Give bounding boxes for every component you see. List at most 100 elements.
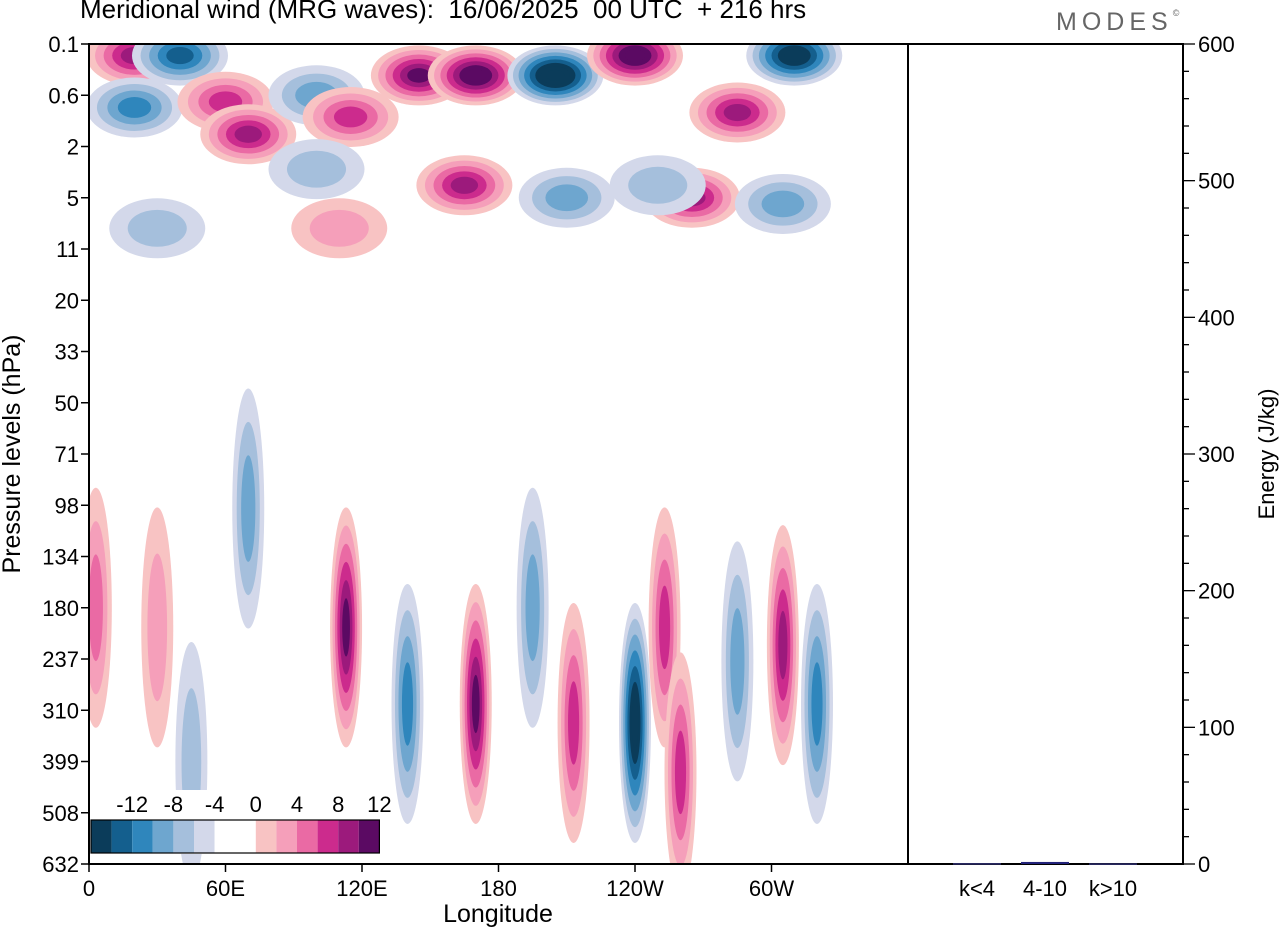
wind-contour — [286, 150, 347, 188]
negative-wind-cell — [516, 487, 549, 728]
colorbar-swatch — [297, 820, 318, 853]
negative-wind-cell — [619, 602, 651, 843]
pressure-tick-label: 71 — [55, 442, 79, 467]
longitude-axis: 0 60E 120E 180 120W 60W — [83, 864, 794, 901]
energy-category-label: k>10 — [1089, 876, 1137, 901]
energy-tick-label: 100 — [1198, 715, 1235, 740]
wind-contour — [525, 554, 540, 662]
wind-contour — [166, 47, 194, 65]
negative-wind-cell — [232, 388, 265, 629]
longitude-tick-label: 180 — [480, 876, 517, 901]
positive-wind-cell — [141, 507, 174, 748]
pressure-tick-label: 134 — [42, 545, 79, 570]
longitude-tick-label: 120E — [336, 876, 387, 901]
energy-axis-label: Energy (J/kg) — [1254, 389, 1279, 520]
energy-bar — [953, 863, 1001, 865]
pressure-tick-label: 632 — [42, 852, 79, 877]
positive-wind-cell — [459, 583, 492, 824]
negative-wind-cell — [507, 45, 604, 106]
wind-contour — [631, 697, 639, 749]
wind-contour — [450, 176, 479, 194]
energy-tick-label: 500 — [1198, 169, 1235, 194]
wind-contour — [546, 69, 565, 82]
colorbar-swatch — [214, 820, 236, 853]
wind-contour — [674, 730, 687, 815]
longitude-tick-label: 0 — [83, 876, 95, 901]
wind-contour — [784, 49, 805, 62]
colorbar-swatch — [152, 820, 174, 853]
wind-contour — [730, 608, 745, 715]
pressure-tick-label: 2 — [67, 135, 79, 160]
negative-wind-cell — [734, 173, 831, 234]
positive-wind-cell — [200, 104, 297, 165]
wind-contour — [147, 553, 168, 702]
energy-bar — [1089, 863, 1137, 865]
wind-contour — [465, 69, 486, 82]
colorbar-swatch — [255, 820, 277, 853]
copyright-mark: © — [1172, 8, 1180, 18]
energy-tick-label: 0 — [1198, 852, 1210, 877]
colorbar-swatch — [91, 820, 112, 853]
wind-contour — [778, 610, 788, 680]
wind-contour — [89, 554, 103, 662]
wind-contour — [568, 681, 580, 765]
energy-categories: k<4 4-10 k>10 — [959, 876, 1137, 901]
positive-wind-cell — [427, 45, 524, 106]
colorbar-swatch — [276, 820, 297, 853]
colorbar-swatch — [132, 820, 153, 853]
wind-contour — [659, 585, 671, 670]
modes-logo: MODES© — [1056, 8, 1179, 37]
energy-tick-label: 600 — [1198, 32, 1235, 57]
positive-wind-cell — [766, 525, 799, 766]
logo-text: MODES — [1056, 8, 1173, 36]
longitude-tick-label: 60W — [749, 876, 794, 901]
negative-wind-cell — [518, 167, 615, 228]
pressure-tick-label: 33 — [55, 340, 79, 365]
pressure-tick-label: 0.6 — [48, 83, 79, 108]
pressure-tick-label: 237 — [42, 647, 79, 672]
colorbar: -12 -8 -4 0 4 8 12 — [90, 790, 392, 854]
wind-contour — [117, 97, 152, 118]
pressure-tick-label: 180 — [42, 596, 79, 621]
positive-wind-cell — [416, 155, 513, 216]
pressure-tick-label: 310 — [42, 698, 79, 723]
colorbar-label: 8 — [332, 792, 344, 817]
wind-contour — [401, 662, 414, 746]
wind-contour — [342, 598, 350, 657]
wind-contour — [234, 125, 262, 143]
chart-title: Meridional wind (MRG waves): 16/06/2025 … — [80, 0, 807, 24]
energy-bar — [1021, 861, 1069, 864]
pressure-tick-label: 20 — [55, 288, 79, 313]
wind-contour — [624, 49, 646, 62]
wind-contour — [811, 662, 823, 746]
colorbar-swatch — [173, 820, 194, 853]
y-axis-label: Pressure levels (hPa) — [0, 335, 26, 574]
positive-wind-cell — [302, 86, 399, 147]
wind-contour — [127, 209, 187, 247]
colorbar-swatch — [338, 820, 359, 853]
colorbar-label: -12 — [116, 792, 148, 817]
negative-wind-cell — [746, 44, 843, 86]
positive-wind-cell — [291, 198, 388, 259]
energy-axis: 0 100 200 300 400 500 600 — [1183, 32, 1235, 877]
longitude-tick-label: 120W — [606, 876, 664, 901]
pressure-tick-label: 399 — [42, 750, 79, 775]
negative-wind-cell — [721, 541, 754, 782]
wind-contour — [333, 106, 368, 128]
positive-wind-cell — [689, 82, 786, 143]
colorbar-swatch — [111, 820, 133, 853]
wind-contour — [241, 455, 256, 562]
energy-tick-label: 400 — [1198, 305, 1235, 330]
pressure-tick-label: 5 — [67, 186, 79, 211]
pressure-tick-label: 98 — [55, 493, 79, 518]
positive-wind-cell — [557, 602, 590, 843]
negative-wind-cell — [109, 198, 206, 259]
colorbar-swatch — [358, 820, 380, 853]
energy-tick-label: 300 — [1198, 442, 1235, 467]
negative-wind-cell — [801, 583, 833, 824]
colorbar-label: 0 — [250, 792, 262, 817]
negative-wind-cell — [268, 139, 365, 200]
pressure-axis: 0.1 0.6 2 5 11 20 33 50 71 98 134 180 237 310 399 508 63… — [42, 32, 89, 877]
wind-contour — [628, 166, 688, 204]
